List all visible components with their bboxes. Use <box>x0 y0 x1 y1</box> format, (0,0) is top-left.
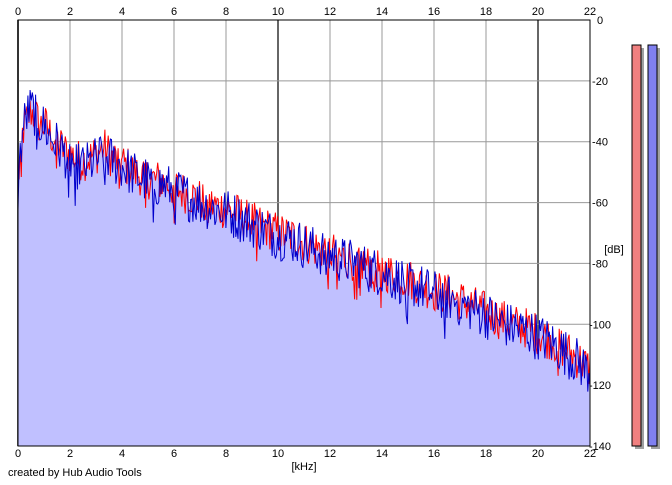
y-tick-label: -140 <box>589 441 611 453</box>
x-axis-label: [kHz] <box>291 461 316 473</box>
y-tick-label: -100 <box>589 319 611 331</box>
x-tick-label-bottom: 20 <box>532 448 544 460</box>
x-tick-labels-top: 0 2 4 6 8 10 12 14 16 18 20 22 <box>15 6 596 18</box>
x-tick-label-top: 4 <box>119 6 125 18</box>
x-tick-label-top: 22 <box>584 6 596 18</box>
x-tick-label-bottom: 8 <box>223 448 229 460</box>
x-tick-label-bottom: 14 <box>376 448 388 460</box>
x-tick-label-bottom: 4 <box>119 448 125 460</box>
x-tick-label-bottom: 18 <box>480 448 492 460</box>
y-tick-label: -120 <box>589 380 611 392</box>
credit-text: created by Hub Audio Tools <box>8 467 142 479</box>
x-tick-label-bottom: 16 <box>428 448 440 460</box>
y-tick-label: -60 <box>592 198 608 210</box>
x-tick-label-bottom: 12 <box>324 448 336 460</box>
y-tick-label: 0 <box>597 15 603 27</box>
x-tick-label-top: 14 <box>376 6 388 18</box>
x-tick-label-top: 2 <box>67 6 73 18</box>
x-tick-label-top: 8 <box>223 6 229 18</box>
y-tick-labels: 0 -20 -40 -60 -80 -100 -120 -140 <box>589 15 611 453</box>
x-tick-label-bottom: 0 <box>15 448 21 460</box>
level-meters <box>631 44 660 449</box>
y-axis-label: [dB] <box>604 244 624 256</box>
x-tick-labels-bottom: 0 2 4 6 8 10 12 14 16 18 20 22 <box>15 448 596 460</box>
x-tick-label-bottom: 22 <box>584 448 596 460</box>
series-line-right <box>17 89 591 392</box>
x-tick-label-top: 16 <box>428 6 440 18</box>
y-tick-label: -40 <box>592 137 608 149</box>
y-tick-label: -20 <box>592 76 608 88</box>
x-tick-label-top: 20 <box>532 6 544 18</box>
x-tick-label-bottom: 2 <box>67 448 73 460</box>
y-tick-label: -80 <box>592 258 608 270</box>
x-tick-label-top: 18 <box>480 6 492 18</box>
x-tick-label-bottom: 6 <box>171 448 177 460</box>
plot-border <box>17 19 591 447</box>
x-tick-label-top: 12 <box>324 6 336 18</box>
x-tick-label-top: 0 <box>15 6 21 18</box>
level-meter-left <box>631 44 642 447</box>
x-tick-label-top: 10 <box>272 6 284 18</box>
x-tick-label-bottom: 10 <box>272 448 284 460</box>
level-meter-right <box>647 44 658 447</box>
x-tick-label-top: 6 <box>171 6 177 18</box>
